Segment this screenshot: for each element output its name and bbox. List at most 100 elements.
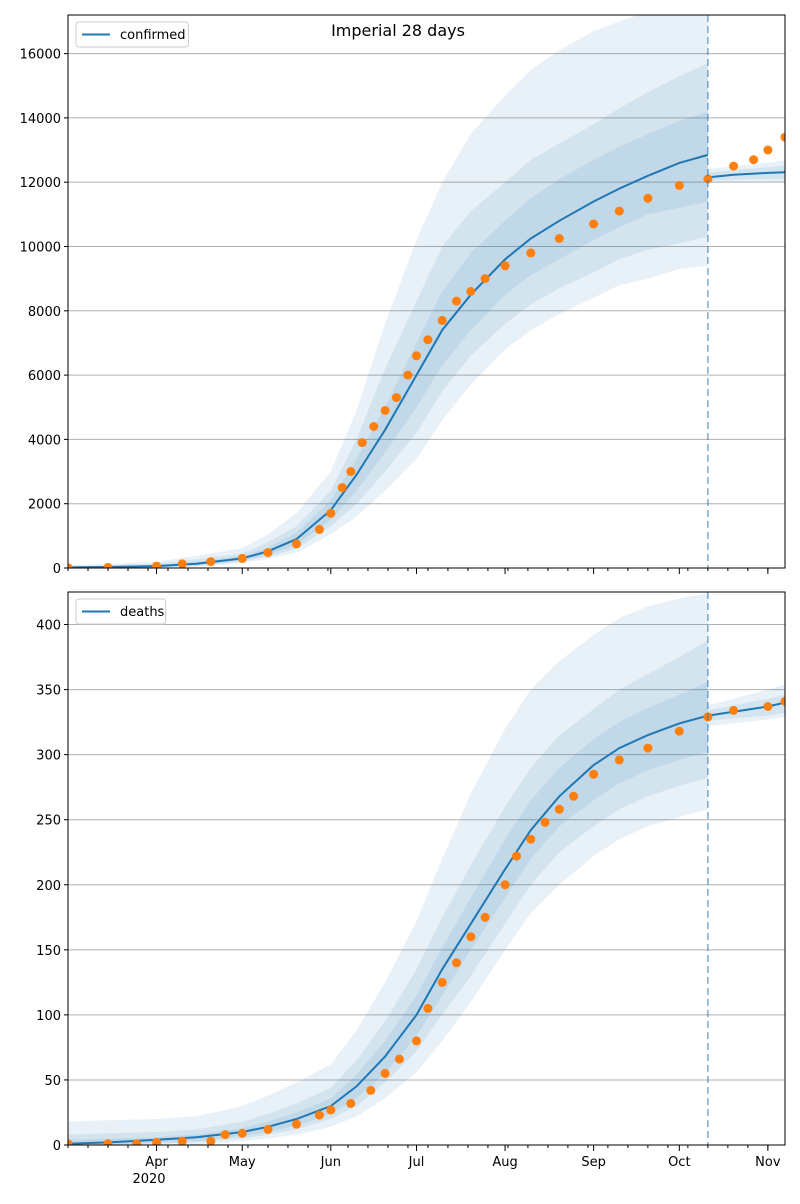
observed-point	[380, 1068, 390, 1078]
y-tick-label: 6000	[28, 369, 61, 384]
observed-point	[263, 1124, 273, 1134]
y-tick-label: 4000	[28, 433, 61, 448]
y-tick-label: 0	[53, 1139, 61, 1154]
y-tick-label: 2000	[28, 498, 61, 513]
observed-point	[589, 219, 599, 229]
y-tick-label: 250	[36, 814, 61, 829]
uncertainty-band	[68, 111, 708, 568]
uncertainty-band	[707, 165, 785, 181]
observed-point	[412, 351, 421, 361]
observed-point	[423, 335, 433, 345]
model-line	[707, 171, 785, 179]
uncertainty-band	[68, 593, 708, 1145]
x-tick-label: Jun	[320, 1155, 341, 1170]
observed-point	[763, 702, 773, 711]
y-tick-label: 300	[36, 749, 61, 764]
legend-box	[75, 598, 167, 625]
y-tick-label: 10000	[20, 240, 61, 255]
legend-box	[75, 21, 189, 48]
uncertainty-band	[68, 681, 708, 1145]
uncertainty-band	[707, 160, 785, 183]
observed-point	[314, 524, 324, 534]
y-tick-label: 350	[36, 684, 61, 699]
observed-point	[437, 315, 447, 325]
confirmed-panel: 0 2000 4000 6000 8000 10000 12000 14000 16000 con…	[20, 14, 786, 577]
observed-point	[237, 553, 247, 563]
observed-point	[729, 705, 739, 715]
observed-point	[152, 1137, 162, 1145]
observed-point	[500, 261, 510, 271]
legend: confirmed	[75, 21, 189, 48]
observed-point	[643, 193, 653, 203]
x-tick-label: Jul	[408, 1155, 425, 1170]
model-line	[707, 701, 785, 717]
observed-point	[540, 817, 550, 827]
legend: deaths	[75, 598, 167, 625]
y-tick-label: 150	[36, 944, 61, 959]
legend-label: deaths	[120, 605, 165, 620]
y-tick-label: 50	[44, 1074, 61, 1089]
observed-point	[437, 977, 447, 987]
observed-point	[366, 1085, 376, 1095]
observed-point	[614, 206, 624, 216]
observed-point	[466, 932, 476, 942]
observed-point	[237, 1128, 247, 1138]
y-tick-label: 100	[36, 1009, 61, 1024]
observed-point	[103, 562, 113, 568]
legend-label: confirmed	[120, 28, 186, 43]
observed-point	[643, 743, 653, 753]
observed-point	[480, 274, 490, 284]
observed-point	[103, 1139, 113, 1145]
observed-point	[614, 755, 624, 765]
observed-point	[346, 467, 356, 476]
observed-point	[554, 234, 564, 243]
observed-point	[152, 561, 162, 568]
observed-point	[292, 539, 301, 549]
observed-point	[132, 1139, 142, 1145]
y-tick-label: 0	[53, 562, 61, 577]
observed-point	[480, 912, 490, 922]
observed-point	[674, 180, 684, 190]
observed-point	[68, 1139, 73, 1145]
observed-point	[394, 1054, 404, 1064]
y-tick-label: 14000	[20, 112, 61, 127]
observed-point	[569, 791, 579, 801]
x-tick-label: Sep	[581, 1155, 606, 1170]
observed-point	[703, 174, 713, 184]
uncertainty-band	[68, 640, 708, 1145]
observed-point	[357, 438, 367, 448]
observed-point	[392, 393, 401, 403]
observed-point	[68, 563, 73, 568]
observed-point	[206, 557, 216, 567]
uncertainty-band	[707, 684, 785, 726]
observed-point	[500, 880, 510, 890]
observed-point	[380, 406, 390, 415]
observed-point	[729, 161, 739, 171]
axes-frame	[67, 14, 786, 569]
observed-point	[337, 483, 347, 493]
uncertainty-band	[707, 694, 785, 721]
y-tick-label: 12000	[20, 176, 61, 191]
observed-point	[466, 287, 476, 296]
y-tick-label: 400	[36, 619, 61, 634]
observed-point	[326, 508, 336, 518]
observed-point	[369, 422, 379, 431]
observed-point	[526, 248, 536, 258]
observed-point	[763, 145, 773, 155]
observed-point	[346, 1098, 356, 1108]
x-tick-label: Apr	[145, 1155, 168, 1170]
observed-point	[780, 132, 785, 142]
x-tick-label: Aug	[492, 1155, 517, 1170]
uncertainty-band	[68, 63, 708, 568]
observed-point	[263, 548, 273, 558]
figure-title: Imperial 28 days	[331, 21, 465, 40]
observed-point	[412, 1036, 421, 1046]
axes-frame	[67, 591, 786, 1146]
year-label: 2020	[132, 1172, 165, 1187]
observed-point	[326, 1105, 336, 1115]
observed-point	[177, 1136, 187, 1145]
observed-point	[452, 958, 461, 968]
y-tick-label: 200	[36, 879, 61, 894]
observed-point	[749, 155, 759, 165]
